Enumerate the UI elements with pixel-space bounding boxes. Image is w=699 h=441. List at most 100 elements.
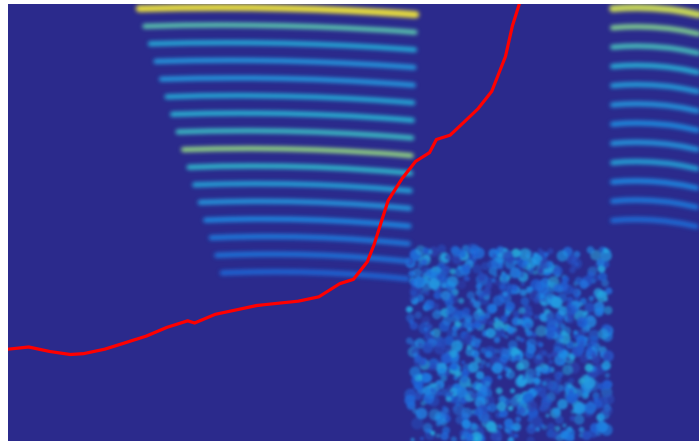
harmonic-stripe xyxy=(214,251,411,264)
noise-speckle xyxy=(477,290,486,299)
noise-speckle xyxy=(586,246,595,254)
harmonic-stripe xyxy=(153,57,417,70)
noise-speckle xyxy=(554,425,561,432)
noise-speckle xyxy=(492,254,497,259)
noise-speckle xyxy=(461,419,472,430)
noise-speckle xyxy=(450,436,457,441)
harmonic-stripe xyxy=(186,163,414,176)
noise-speckle xyxy=(579,279,589,289)
noise-speckle xyxy=(484,395,495,406)
noise-speckle xyxy=(474,407,483,417)
noise-speckle xyxy=(433,291,442,300)
harmonic-stripe xyxy=(181,145,414,159)
noise-speckle xyxy=(519,337,525,343)
noise-speckle xyxy=(578,426,585,433)
noise-speckle xyxy=(430,330,435,335)
noise-speckle xyxy=(543,252,549,257)
noise-speckle xyxy=(605,287,613,295)
noise-speckle xyxy=(566,392,578,404)
noise-speckle xyxy=(479,364,484,370)
noise-speckle xyxy=(502,291,508,297)
noise-speckle xyxy=(477,338,482,343)
noise-speckle xyxy=(499,395,507,403)
noise-speckle xyxy=(535,365,542,373)
noise-speckle xyxy=(554,284,563,294)
noise-speckle xyxy=(591,355,601,365)
noise-speckle xyxy=(526,436,535,441)
noise-speckle xyxy=(502,250,514,262)
noise-speckle xyxy=(424,290,430,296)
noise-speckle xyxy=(535,371,541,377)
noise-speckle xyxy=(485,327,496,339)
noise-speckle xyxy=(515,416,522,423)
noise-speckle xyxy=(414,391,422,399)
noise-speckle xyxy=(505,301,516,312)
noise-speckle xyxy=(516,318,524,326)
noise-speckle xyxy=(430,430,436,436)
noise-speckle xyxy=(504,428,510,434)
noise-speckle xyxy=(501,348,511,358)
noise-speckle xyxy=(512,310,521,318)
noise-speckle xyxy=(440,388,449,397)
noise-speckle xyxy=(601,361,611,371)
noise-speckle xyxy=(440,290,451,301)
noise-speckle xyxy=(523,259,530,266)
noise-speckle xyxy=(415,245,426,256)
noise-speckle xyxy=(475,371,485,380)
noise-speckle xyxy=(519,248,532,261)
noise-speckle xyxy=(470,298,476,303)
noise-speckle xyxy=(415,384,420,389)
noise-speckle xyxy=(491,362,503,374)
noise-speckle xyxy=(479,385,488,394)
noise-speckle xyxy=(470,335,476,340)
harmonic-stripe xyxy=(142,22,418,35)
noise-speckle xyxy=(554,415,564,425)
noise-speckle xyxy=(421,372,432,383)
harmonic-region-segment-1 xyxy=(135,4,420,282)
noise-speckle xyxy=(485,421,497,433)
noise-speckle xyxy=(426,322,431,328)
harmonic-stripe xyxy=(610,43,699,56)
noise-speckle xyxy=(417,262,423,269)
noise-speckle xyxy=(465,433,474,441)
noise-speckle xyxy=(459,374,469,384)
noise-speckle xyxy=(473,300,481,309)
noise-speckle xyxy=(466,243,479,256)
harmonic-stripe xyxy=(610,101,699,114)
noise-speckle xyxy=(463,333,472,342)
noise-speckle xyxy=(489,355,501,366)
noise-speckle xyxy=(510,425,516,431)
noise-speckle xyxy=(515,335,521,342)
noise-speckle xyxy=(451,340,463,353)
noise-speckle xyxy=(593,288,603,297)
noise-speckle xyxy=(421,267,432,278)
noise-speckle xyxy=(468,361,479,373)
noise-speckle xyxy=(496,401,507,412)
noise-speckle xyxy=(571,345,584,358)
noise-speckle xyxy=(445,396,452,402)
noise-speckle xyxy=(545,413,550,418)
noise-speckle xyxy=(493,336,501,344)
noise-speckle xyxy=(514,433,519,439)
noise-speckle xyxy=(470,392,478,400)
noise-speckle xyxy=(501,315,508,323)
noise-speckle xyxy=(584,402,597,415)
noise-speckle xyxy=(588,295,595,302)
noise-speckle xyxy=(493,279,499,286)
noise-speckle xyxy=(595,420,608,433)
noise-speckle xyxy=(505,372,510,378)
noise-speckle xyxy=(562,364,573,376)
noise-speckle xyxy=(437,244,447,254)
noise-speckle xyxy=(435,390,441,396)
noise-speckle xyxy=(455,309,464,319)
noise-speckle xyxy=(461,319,471,329)
harmonic-stripe xyxy=(610,197,699,210)
noise-speckle xyxy=(547,422,555,431)
noise-speckle xyxy=(584,302,595,313)
noise-speckle xyxy=(524,322,532,330)
noise-speckle xyxy=(428,246,439,257)
noise-speckle xyxy=(419,436,424,441)
noise-speckle xyxy=(445,306,458,318)
noise-speckle xyxy=(518,374,524,380)
noise-speckle xyxy=(578,328,586,336)
